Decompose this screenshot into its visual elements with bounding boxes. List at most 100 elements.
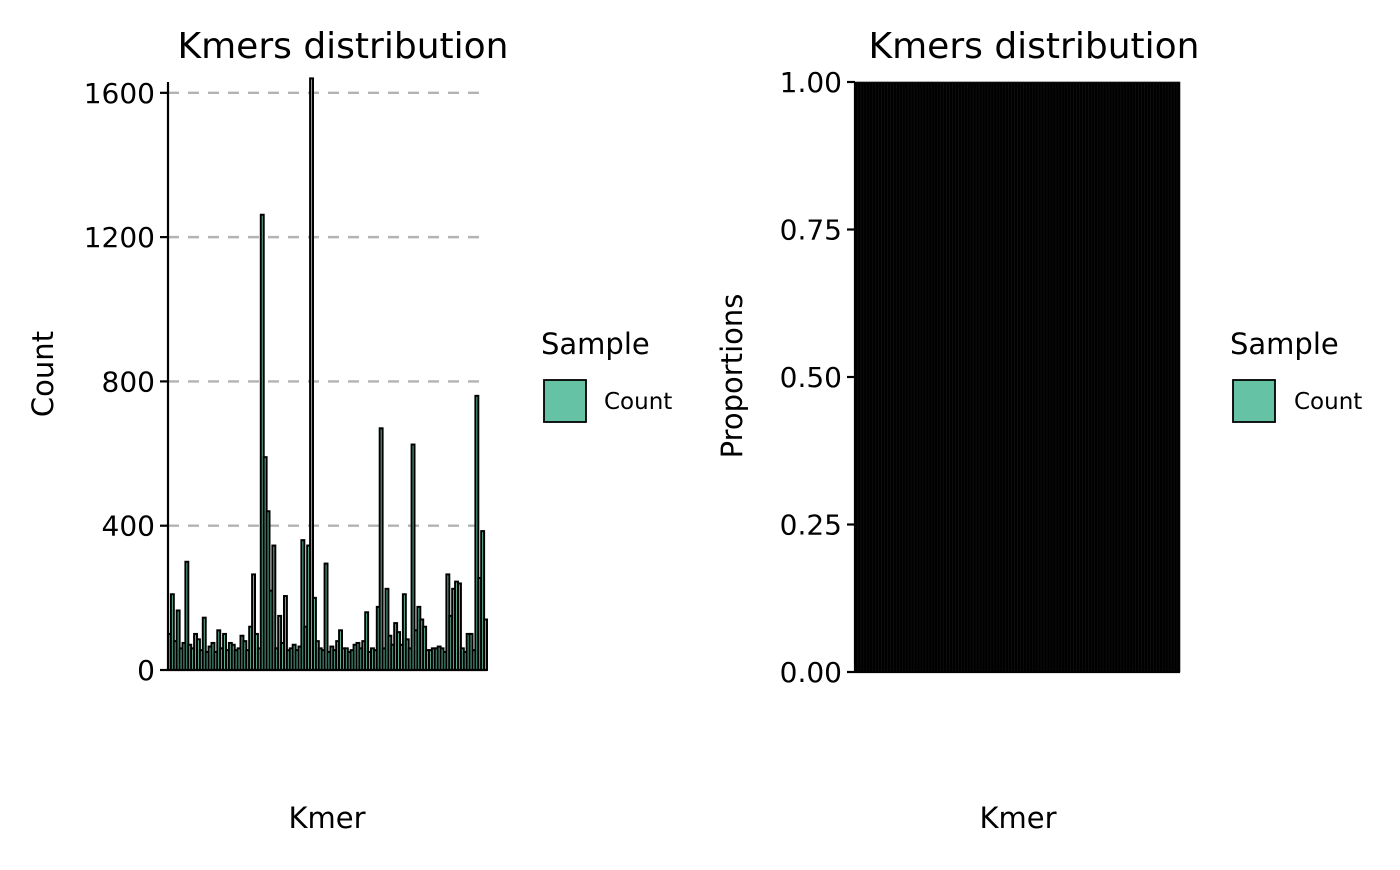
- right-bar: [1058, 81, 1063, 673]
- right-bar: [1088, 81, 1092, 673]
- right-y-axis-title: Proportions: [715, 294, 749, 459]
- right-bar: [1031, 81, 1036, 673]
- right-bar: [1002, 81, 1006, 673]
- right-legend: Sample Count: [1230, 327, 1362, 423]
- right-bar: [1023, 81, 1027, 673]
- right-bar: [1170, 81, 1175, 673]
- right-bar: [1070, 81, 1074, 673]
- right-bar: [887, 81, 891, 673]
- right-bar: [940, 81, 944, 673]
- right-bar: [1173, 81, 1178, 673]
- right-legend-title: Sample: [1230, 327, 1339, 361]
- right-bar: [1117, 81, 1122, 673]
- left-bar: [309, 77, 315, 671]
- right-bar: [1037, 81, 1042, 673]
- right-bar: [1102, 81, 1107, 673]
- right-bar: [1082, 81, 1086, 673]
- right-bar: [952, 81, 956, 673]
- left-chart: Kmers distribution 0 400 800 1200 1600 Count…: [26, 26, 672, 835]
- right-bar: [1017, 81, 1021, 673]
- right-y-tick-label: 0.50: [780, 361, 842, 394]
- left-y-tick-label: 1200: [84, 221, 155, 254]
- right-bar: [881, 81, 885, 673]
- right-bar: [928, 81, 933, 673]
- right-bar: [1014, 81, 1018, 673]
- right-y-tick-label: 1.00: [780, 66, 842, 99]
- right-bar: [1043, 81, 1048, 673]
- right-bar: [1061, 81, 1066, 673]
- right-bar: [1144, 81, 1148, 673]
- right-bar: [981, 81, 986, 673]
- right-bar: [1040, 81, 1045, 673]
- right-bar: [1046, 81, 1051, 673]
- right-bar: [904, 81, 909, 673]
- right-bar: [1150, 81, 1154, 673]
- right-bar: [884, 81, 888, 673]
- right-bar: [993, 81, 998, 673]
- right-bar: [984, 81, 989, 673]
- right-bar: [1138, 81, 1142, 673]
- right-bar: [866, 81, 871, 673]
- right-bar: [907, 81, 912, 673]
- right-bar: [943, 81, 947, 673]
- right-bar: [901, 81, 906, 673]
- right-bar: [1034, 81, 1039, 673]
- right-bar: [975, 81, 980, 673]
- right-bar: [949, 81, 953, 673]
- right-bar: [1129, 81, 1134, 673]
- right-bar: [919, 81, 924, 673]
- right-bar: [999, 81, 1004, 673]
- right-bar: [1176, 81, 1181, 673]
- right-bar: [913, 81, 918, 673]
- right-bar: [1126, 81, 1131, 673]
- right-legend-swatch: [1232, 379, 1276, 423]
- right-bar: [863, 81, 868, 673]
- right-bar: [931, 81, 936, 673]
- right-bar: [966, 81, 971, 673]
- right-bar: [987, 81, 992, 673]
- right-bar: [1067, 81, 1071, 673]
- right-bar: [990, 81, 995, 673]
- right-bar: [961, 81, 965, 673]
- right-bar: [978, 81, 983, 673]
- right-bar: [1005, 81, 1009, 673]
- left-y-tick-label: 0: [137, 654, 155, 687]
- left-y-tick-label: 1600: [84, 77, 155, 110]
- left-legend-title: Sample: [541, 327, 650, 361]
- right-bar: [890, 81, 894, 673]
- left-x-axis-title: Kmer: [288, 801, 365, 835]
- left-y-tick-label: 800: [102, 365, 155, 398]
- right-bar: [1147, 81, 1151, 673]
- right-bar: [1011, 81, 1015, 673]
- right-bar: [1161, 81, 1166, 673]
- right-bar: [1114, 81, 1119, 673]
- right-bars: [854, 81, 1181, 673]
- right-bar: [875, 81, 879, 673]
- right-bar: [1064, 81, 1069, 673]
- right-bar: [1026, 81, 1030, 673]
- right-bar: [996, 81, 1001, 673]
- right-bar: [1164, 81, 1169, 673]
- right-bar: [1076, 81, 1080, 673]
- left-bar: [483, 618, 489, 672]
- right-bar: [1159, 81, 1163, 673]
- right-bar: [910, 81, 915, 673]
- right-legend-label: Count: [1294, 389, 1362, 415]
- right-bar: [934, 81, 939, 673]
- left-bars: [167, 77, 489, 672]
- left-y-axis-title: Count: [26, 331, 60, 417]
- right-bar: [1052, 81, 1057, 673]
- right-bar: [1079, 81, 1083, 673]
- right-bar: [1108, 81, 1113, 673]
- right-bar: [1132, 81, 1136, 673]
- right-bar: [1096, 81, 1101, 673]
- right-bar: [937, 81, 941, 673]
- right-chart: Kmers distribution 0.000.250.500.751.00 …: [715, 26, 1362, 835]
- right-bar: [896, 81, 900, 673]
- right-x-axis-title: Kmer: [979, 801, 1056, 835]
- right-bar: [1073, 81, 1077, 673]
- left-y-ticks: 0 400 800 1200 1600: [84, 77, 168, 687]
- right-bar: [916, 81, 921, 673]
- right-bar: [1094, 81, 1098, 673]
